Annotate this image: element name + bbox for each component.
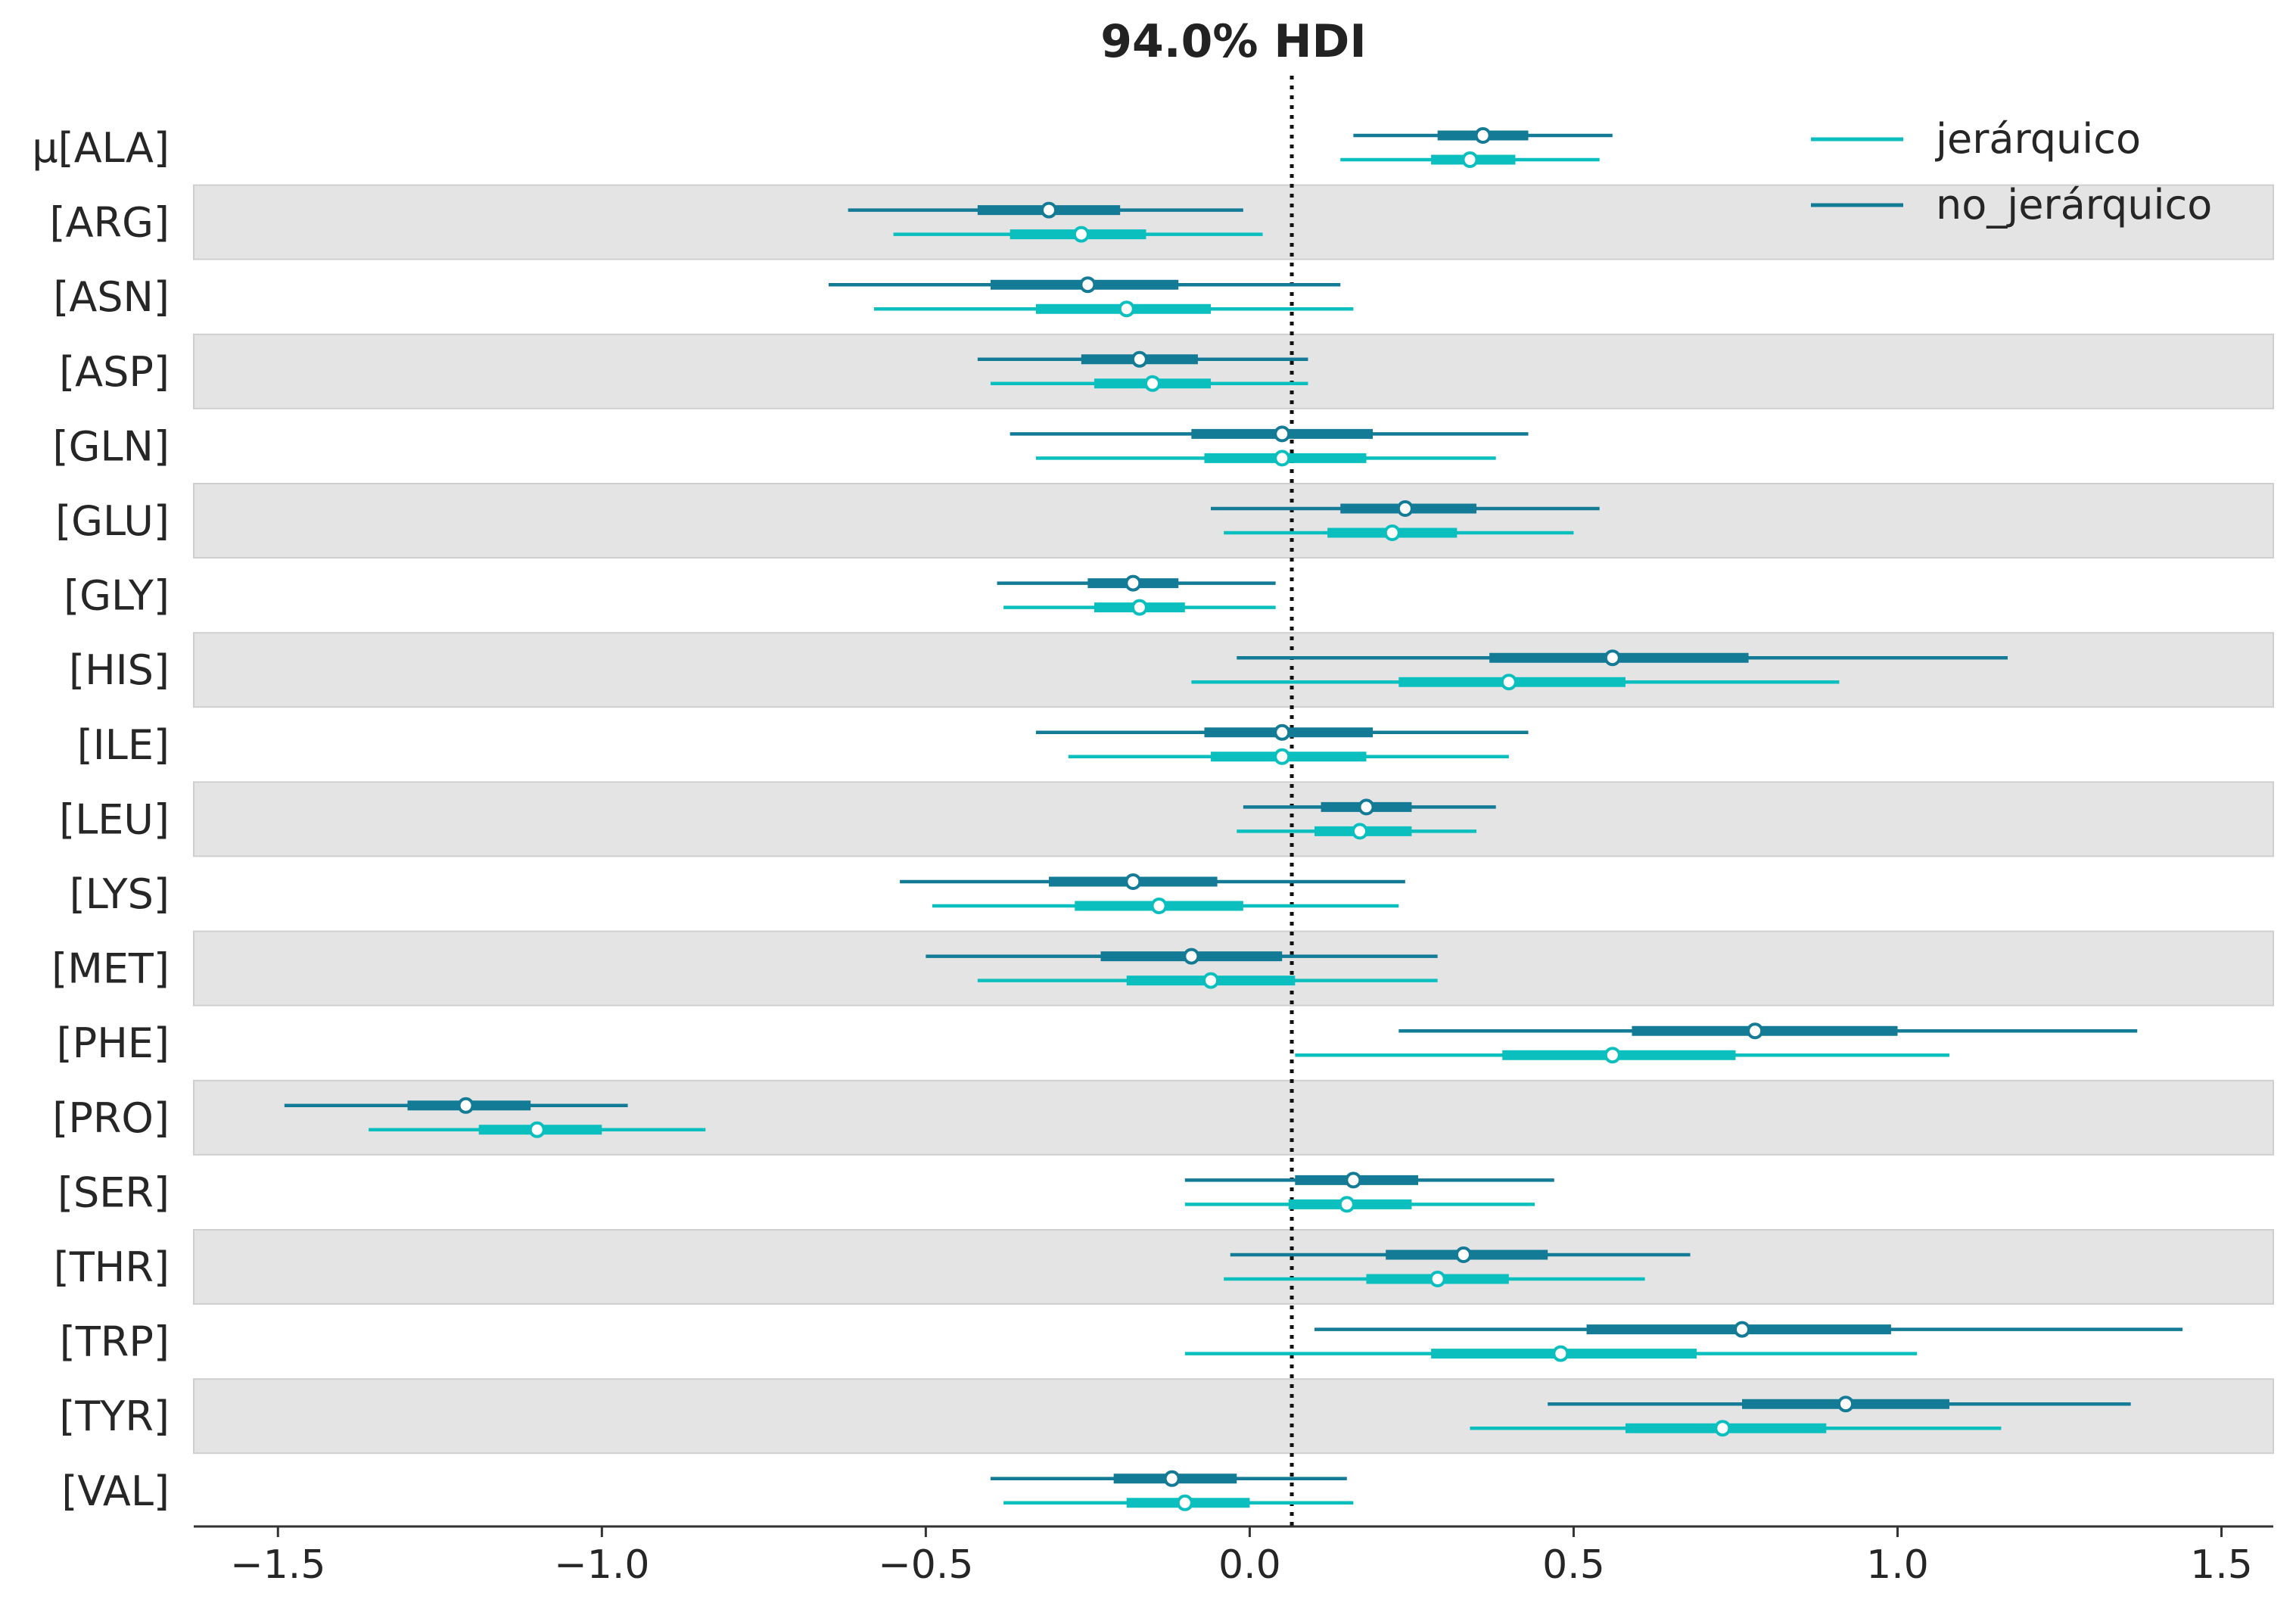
median-point-jerarquico: [1143, 375, 1161, 392]
median-point-no_jerarquico: [1474, 127, 1492, 144]
y-label: [ARG]: [50, 199, 170, 247]
median-point-no_jerarquico: [1274, 425, 1291, 443]
median-point-no_jerarquico: [1041, 201, 1058, 219]
median-point-no_jerarquico: [1734, 1321, 1751, 1338]
median-point-no_jerarquico: [1079, 276, 1097, 294]
median-point-no_jerarquico: [1604, 649, 1621, 667]
y-label: [SER]: [58, 1168, 170, 1216]
median-point-jerarquico: [1131, 599, 1148, 616]
median-point-no_jerarquico: [1747, 1022, 1764, 1040]
median-point-no_jerarquico: [1125, 574, 1142, 592]
y-label: [GLY]: [64, 572, 170, 620]
median-point-jerarquico: [1338, 1196, 1355, 1213]
median-point-jerarquico: [1383, 524, 1401, 541]
y-label: [PHE]: [57, 1019, 170, 1067]
legend-label-jerarquico: jerárquico: [1935, 115, 2141, 163]
median-point-jerarquico: [1461, 151, 1479, 168]
x-tick-label: 1.5: [2190, 1542, 2253, 1588]
median-point-no_jerarquico: [1163, 1470, 1181, 1487]
median-point-jerarquico: [528, 1121, 546, 1138]
y-label: [ASN]: [53, 273, 170, 321]
y-label: [LYS]: [70, 870, 170, 918]
median-point-no_jerarquico: [1396, 500, 1414, 517]
median-point-no_jerarquico: [1454, 1246, 1472, 1263]
x-tick-label: 0.5: [1542, 1542, 1605, 1588]
y-label: [TRP]: [60, 1318, 170, 1366]
legend: jerárquico no_jerárquico: [1811, 115, 2212, 229]
chart-title: 94.0% HDI: [1100, 15, 1366, 68]
row-band: [193, 1079, 2274, 1156]
y-label: [PRO]: [52, 1094, 170, 1142]
median-point-jerarquico: [1714, 1420, 1731, 1437]
median-point-no_jerarquico: [1131, 350, 1148, 368]
median-point-jerarquico: [1176, 1494, 1193, 1511]
y-label: [ASP]: [59, 348, 170, 396]
row-band: [193, 1229, 2274, 1305]
row-band: [193, 483, 2274, 559]
y-label: [HIS]: [69, 646, 170, 694]
y-label: [GLU]: [55, 497, 170, 545]
median-point-jerarquico: [1274, 748, 1291, 765]
y-label: [MET]: [51, 945, 170, 993]
median-point-no_jerarquico: [1837, 1396, 1854, 1413]
median-point-jerarquico: [1552, 1345, 1570, 1362]
hdi-marks: [284, 127, 2183, 1511]
median-point-jerarquico: [1351, 823, 1368, 840]
median-point-jerarquico: [1072, 226, 1090, 243]
row-band: [193, 930, 2274, 1007]
x-tick-label: −0.5: [878, 1542, 973, 1588]
row-bands: [193, 184, 2274, 1455]
median-point-jerarquico: [1604, 1047, 1621, 1064]
median-point-no_jerarquico: [1125, 873, 1142, 890]
y-label: [TYR]: [59, 1393, 170, 1440]
y-label: [THR]: [54, 1243, 170, 1291]
y-label: μ[ALA]: [32, 124, 170, 172]
median-point-jerarquico: [1202, 972, 1220, 989]
median-point-no_jerarquico: [1345, 1172, 1362, 1189]
median-point-no_jerarquico: [1183, 948, 1200, 965]
row-band: [193, 1378, 2274, 1455]
y-axis-labels: μ[ALA] [ARG] [ASN] [ASP] [GLN] [GLU] [GLY] [HIS…: [32, 124, 170, 1515]
row-band: [193, 781, 2274, 857]
median-point-jerarquico: [1500, 674, 1517, 691]
median-point-no_jerarquico: [1274, 723, 1291, 741]
median-point-jerarquico: [1118, 300, 1135, 318]
row-band: [193, 632, 2274, 708]
row-band: [193, 333, 2274, 409]
median-point-jerarquico: [1274, 450, 1291, 467]
y-label: [GLN]: [53, 422, 170, 470]
x-axis: −1.5 −1.0 −0.5 0.0 0.5 1.0 1.5: [194, 1525, 2273, 1588]
y-label: [VAL]: [61, 1467, 170, 1515]
median-point-jerarquico: [1150, 898, 1168, 914]
median-point-no_jerarquico: [1358, 798, 1375, 816]
median-point-jerarquico: [1429, 1271, 1446, 1287]
y-label: [ILE]: [77, 721, 170, 769]
row-band: [193, 184, 2274, 260]
x-tick-label: −1.0: [554, 1542, 649, 1588]
median-point-no_jerarquico: [457, 1097, 474, 1114]
x-tick-label: 0.0: [1218, 1542, 1281, 1588]
legend-label-no_jerarquico: no_jerárquico: [1936, 181, 2212, 229]
y-label: [LEU]: [59, 795, 170, 843]
x-tick-label: 1.0: [1866, 1542, 1929, 1588]
x-tick-label: −1.5: [230, 1542, 325, 1588]
